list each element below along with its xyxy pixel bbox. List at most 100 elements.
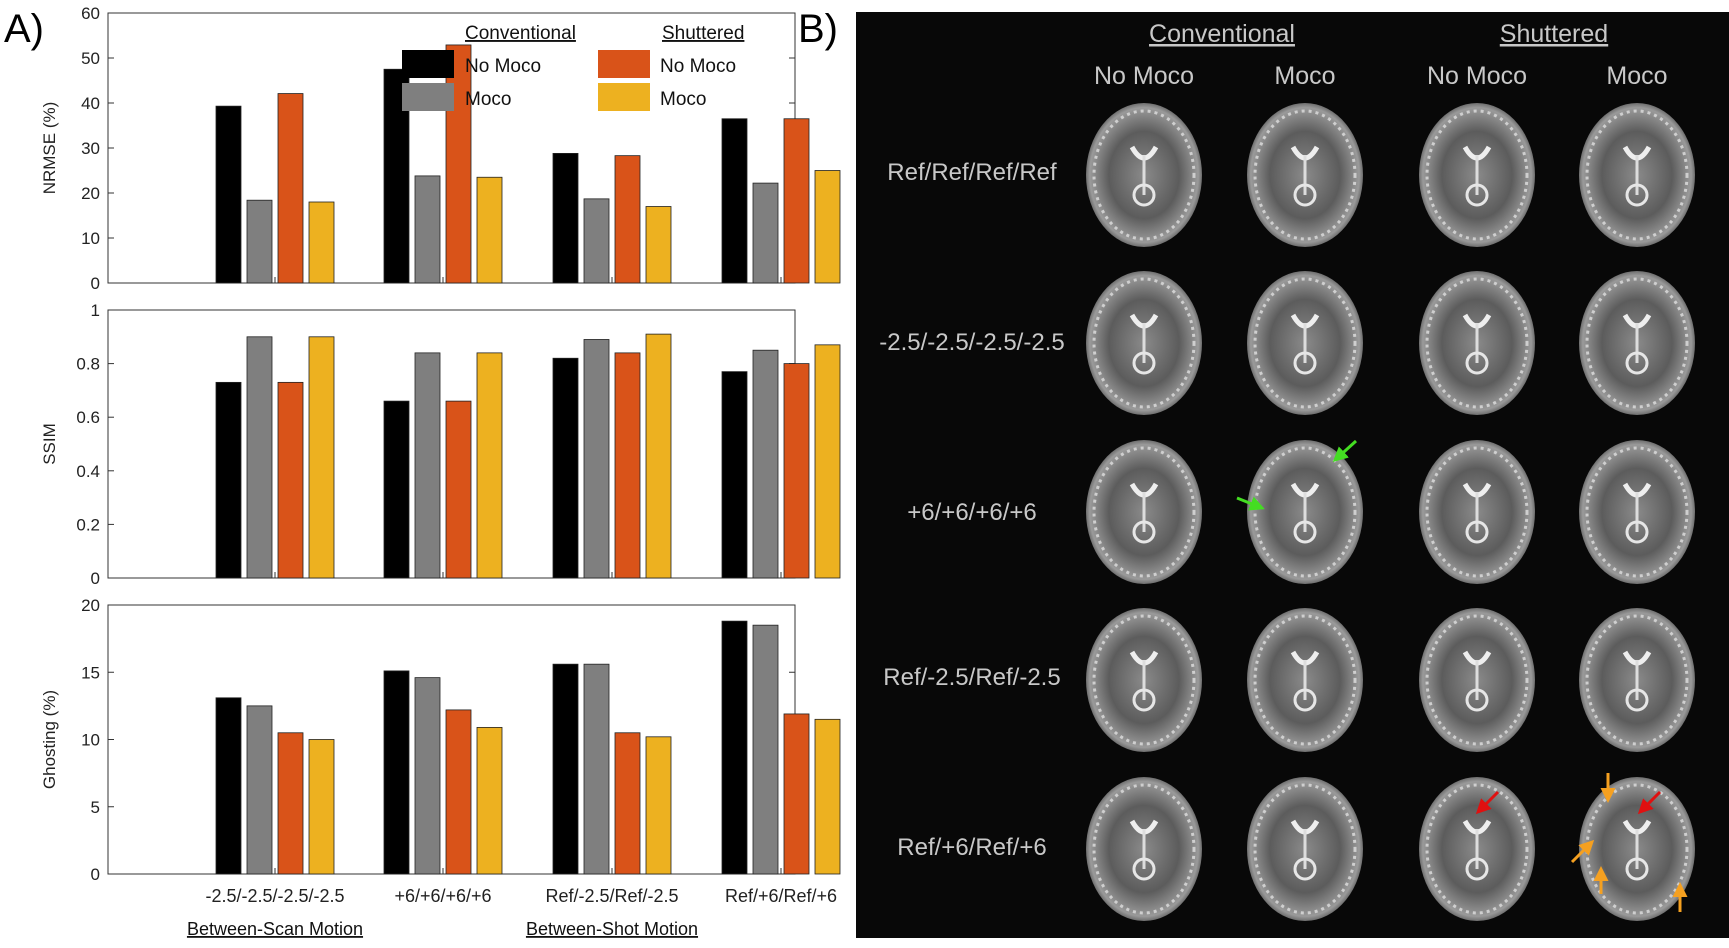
legend-swatch-conventional-no-moco [402, 50, 454, 78]
chart-1: 0 10 20 30 40 50 60 NRMSE (%) [40, 4, 841, 293]
bar-shuttered-no-moco-2 [445, 709, 472, 875]
bar-conventional-no-moco-3 [552, 663, 579, 875]
brain-ring [1293, 520, 1317, 544]
bar-shuttered-no-moco-4 [783, 363, 810, 579]
brain-ring [1465, 520, 1489, 544]
legend: Conventional Shuttered No Moco Moco No M… [402, 23, 744, 111]
bar-conventional-no-moco-4 [721, 371, 748, 579]
brain-image [1086, 608, 1202, 752]
y-tick-label: 10 [81, 731, 100, 750]
bar-conventional-moco-3 [583, 198, 610, 284]
brain-image [1247, 608, 1363, 752]
y-tick-label: 10 [81, 229, 100, 248]
brain-image [1579, 440, 1695, 584]
y-tick-label: 0 [91, 865, 100, 884]
panel-b-label: B) [798, 7, 838, 51]
row-label-4: Ref/-2.5/Ref/-2.5 [883, 664, 1060, 691]
brain-image [1086, 271, 1202, 415]
brain-cortex [1425, 277, 1529, 409]
brain-image [1247, 103, 1363, 247]
brain-image [1247, 440, 1363, 584]
image-grid-headers: Conventional Shuttered No Moco Moco No M… [1094, 20, 1668, 90]
brain-image [1419, 271, 1535, 415]
brain-ring [1465, 857, 1489, 881]
legend-label-shuttered-moco: Moco [660, 89, 706, 110]
brain-image [1579, 777, 1695, 921]
legend-header-conventional: Conventional [465, 23, 576, 44]
header-shuttered: Shuttered [1500, 20, 1608, 48]
brain-ring [1625, 351, 1649, 375]
header-conventional: Conventional [1149, 20, 1295, 48]
brain-image [1086, 777, 1202, 921]
brain-cortex [1585, 277, 1689, 409]
brain-image [1419, 777, 1535, 921]
legend-swatch-conventional-moco [402, 83, 454, 111]
bar-conventional-moco-4 [752, 349, 779, 579]
brain-cortex [1092, 277, 1196, 409]
y-tick-label: 1 [91, 301, 100, 320]
brain-image [1419, 440, 1535, 584]
brain-cortex [1585, 446, 1689, 578]
brain-ring [1625, 857, 1649, 881]
brain-cortex [1092, 446, 1196, 578]
bar-shuttered-no-moco-1 [277, 732, 304, 875]
bar-conventional-moco-2 [414, 175, 441, 284]
x-category-label: Ref/+6/Ref/+6 [725, 886, 837, 906]
bar-conventional-moco-4 [752, 624, 779, 875]
panel-b: B) Conventional Shuttered No Moco Moc [798, 7, 1729, 938]
column-conventional-moco: Moco [1274, 62, 1335, 90]
bar-conventional-no-moco-4 [721, 118, 748, 284]
bar-shuttered-no-moco-4 [783, 713, 810, 875]
x-category-label: -2.5/-2.5/-2.5/-2.5 [205, 886, 344, 906]
bar-conventional-no-moco-1 [215, 697, 242, 875]
brain-ring [1625, 183, 1649, 207]
bar-shuttered-moco-4 [814, 344, 841, 579]
y-tick-label: 20 [81, 184, 100, 203]
bar-shuttered-no-moco-2 [445, 400, 472, 579]
brain-cortex [1425, 109, 1529, 241]
brain-cortex [1253, 446, 1357, 578]
brain-image [1419, 103, 1535, 247]
y-tick-label: 0.4 [76, 462, 100, 481]
bar-shuttered-no-moco-3 [614, 732, 641, 875]
brain-cortex [1425, 446, 1529, 578]
row-label-1: Ref/Ref/Ref/Ref [887, 159, 1057, 186]
x-group-between-shot: Between-Shot Motion [526, 919, 698, 939]
y-tick-label: 0.8 [76, 355, 100, 374]
brain-cortex [1092, 783, 1196, 915]
bar-conventional-moco-3 [583, 663, 610, 875]
bar-shuttered-no-moco-1 [277, 381, 304, 579]
brain-cortex [1253, 109, 1357, 241]
brain-cortex [1585, 109, 1689, 241]
y-tick-label: 30 [81, 139, 100, 158]
brain-images [1086, 103, 1695, 921]
annotation-arrows [1236, 439, 1688, 912]
brain-image [1086, 103, 1202, 247]
x-group-labels: Between-Scan Motion Between-Shot Motion [187, 919, 698, 939]
bar-shuttered-no-moco-3 [614, 352, 641, 579]
bar-conventional-moco-2 [414, 352, 441, 579]
bar-conventional-no-moco-3 [552, 152, 579, 284]
bar-conventional-no-moco-2 [383, 670, 410, 875]
bar-conventional-no-moco-4 [721, 620, 748, 875]
row-label-3: +6/+6/+6/+6 [907, 499, 1036, 526]
y-tick-label: 40 [81, 94, 100, 113]
brain-image [1419, 608, 1535, 752]
red-arrow-shuttered-moco [1637, 790, 1662, 815]
brain-ring [1293, 351, 1317, 375]
y-tick-label: 20 [81, 596, 100, 615]
y-tick-label: 60 [81, 4, 100, 23]
bar-shuttered-moco-1 [308, 739, 335, 875]
bar-conventional-moco-1 [246, 705, 273, 875]
brain-cortex [1253, 614, 1357, 746]
brain-ring [1625, 688, 1649, 712]
column-conventional-no-moco: No Moco [1094, 62, 1194, 90]
brain-ring [1132, 857, 1156, 881]
y-tick-label: 0.2 [76, 515, 100, 534]
brain-cortex [1425, 783, 1529, 915]
column-shuttered-no-moco: No Moco [1427, 62, 1527, 90]
brain-image [1579, 608, 1695, 752]
y-tick-label: 50 [81, 49, 100, 68]
green-arrow-right [1332, 439, 1358, 463]
brain-ring [1132, 520, 1156, 544]
